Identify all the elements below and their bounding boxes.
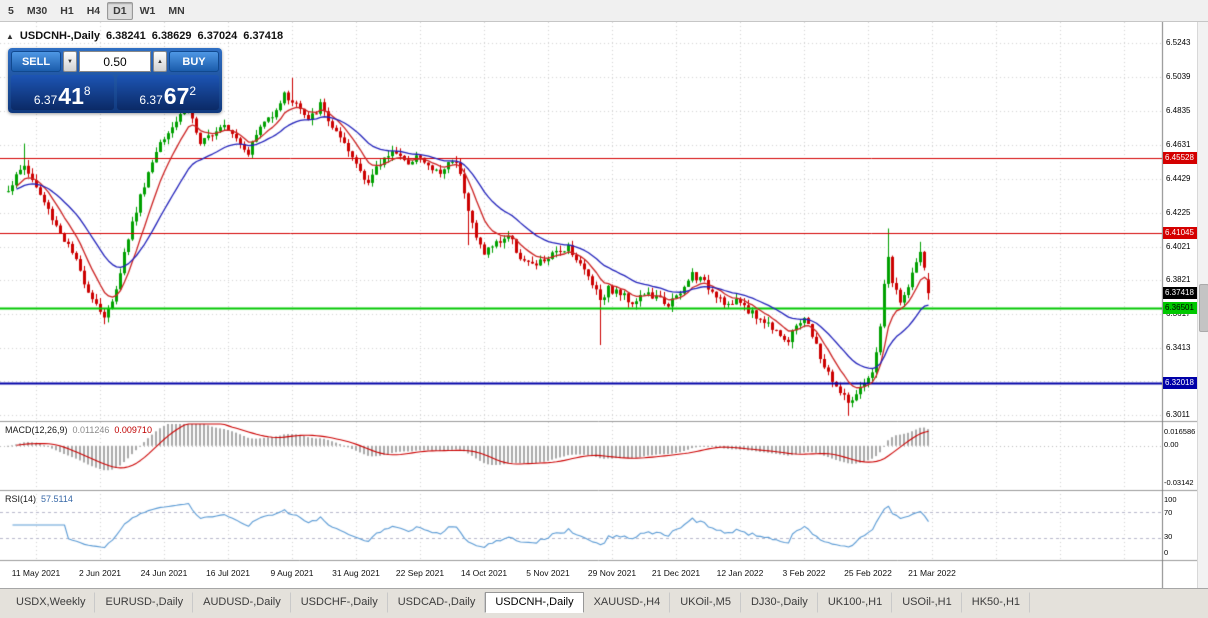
chart-window: ▲ USDCNH-,Daily 6.38241 6.38629 6.37024 … xyxy=(0,22,1197,588)
sell-price-prefix: 6.37 xyxy=(33,93,58,107)
chart-tab-usdchf-daily[interactable]: USDCHF-,Daily xyxy=(291,592,388,613)
chart-tab-eurusd-daily[interactable]: EURUSD-,Daily xyxy=(95,592,194,613)
price-axis-tick: 6.5243 xyxy=(1166,38,1191,48)
price-axis-tick: 6.3011 xyxy=(1166,409,1190,419)
timeframe-button-m30[interactable]: M30 xyxy=(26,4,48,17)
rsi-value: 57.5114 xyxy=(41,494,73,504)
one-click-trading-panel: SELL ▼ ▲ BUY 6.37 41 8 6.37 67 xyxy=(8,48,222,113)
timeframe-button-w1[interactable]: W1 xyxy=(139,4,156,17)
macd-name: MACD(12,26,9) xyxy=(5,425,68,435)
buy-price-display[interactable]: 6.37 67 2 xyxy=(116,75,219,110)
chart-tab-usdcnh-daily[interactable]: USDCNH-,Daily xyxy=(485,592,584,613)
vertical-scrollbar[interactable] xyxy=(1197,22,1208,588)
sell-price-main: 41 xyxy=(58,83,84,109)
price-axis-tick: 6.4835 xyxy=(1166,106,1191,116)
chart-tab-bar: USDX,Weekly EURUSD-,Daily AUDUSD-,Daily USD… xyxy=(0,588,1208,618)
chart-tab-uk100-h1[interactable]: UK100-,H1 xyxy=(818,592,893,613)
low-value: 6.37024 xyxy=(197,30,238,42)
open-value: 6.38241 xyxy=(106,30,146,42)
collapse-panel-icon[interactable]: ▲ xyxy=(6,31,14,41)
timeframe-button-mn[interactable]: MN xyxy=(168,4,185,17)
level-price-badge: 6.32018 xyxy=(1163,377,1197,390)
triangle-up-icon: ▲ xyxy=(157,58,163,65)
macd-scale-zero: 0.00 xyxy=(1164,440,1179,449)
timeframe-toolbar: 5 M30 H1 H4 D1 W1 MN xyxy=(0,0,1208,22)
chart-tab-usoil-h1[interactable]: USOil-,H1 xyxy=(892,592,962,613)
timeframe-button-d1[interactable]: D1 xyxy=(107,1,133,20)
level-price-badge: 6.45528 xyxy=(1163,152,1197,165)
current-price-badge: 6.37418 xyxy=(1163,287,1197,300)
rsi-scale-0: 0 xyxy=(1164,548,1169,557)
rsi-scale-70: 70 xyxy=(1164,508,1173,517)
chart-symbol-period: USDCNH-,Daily xyxy=(19,30,100,42)
lot-increase-button[interactable]: ▲ xyxy=(153,51,167,72)
price-axis-tick: 6.5039 xyxy=(1166,72,1191,82)
buy-price-sup: 2 xyxy=(189,84,197,98)
chart-ohlc-info: ▲ USDCNH-,Daily 6.38241 6.38629 6.37024 … xyxy=(6,30,283,42)
high-value: 6.38629 xyxy=(151,30,192,42)
price-axis-tick: 6.4429 xyxy=(1166,173,1191,183)
timeframe-button-h4[interactable]: H4 xyxy=(86,4,101,17)
price-axis-tick: 6.3413 xyxy=(1166,342,1191,352)
chart-tab-xauusd-h4[interactable]: XAUUSD-,H4 xyxy=(584,592,671,613)
buy-price-prefix: 6.37 xyxy=(139,93,163,107)
sell-price-display[interactable]: 6.37 41 8 xyxy=(11,75,114,110)
trade-price-row: 6.37 41 8 6.37 67 2 xyxy=(11,75,219,110)
triangle-down-icon: ▼ xyxy=(67,58,73,65)
price-axis-tick: 6.4021 xyxy=(1166,241,1191,251)
sell-price-sup: 8 xyxy=(83,84,91,98)
level-price-badge: 6.36501 xyxy=(1163,302,1197,315)
rsi-indicator-label: RSI(14) 57.5114 xyxy=(5,494,73,504)
price-chart-canvas[interactable] xyxy=(0,22,1197,588)
chart-tab-audusd-daily[interactable]: AUDUSD-,Daily xyxy=(193,592,291,613)
sell-button[interactable]: SELL xyxy=(11,51,61,72)
scrollbar-thumb[interactable] xyxy=(1199,284,1208,332)
price-axis: 0.016586 0.00 -0.03142 100 70 30 0 6.524… xyxy=(1163,22,1197,588)
buy-price-main: 67 xyxy=(163,83,190,109)
buy-button[interactable]: BUY xyxy=(169,51,219,72)
macd-value: 0.011246 xyxy=(72,425,110,435)
trade-controls-row: SELL ▼ ▲ BUY xyxy=(11,51,219,72)
rsi-scale-100: 100 xyxy=(1164,495,1177,504)
macd-signal-value: 0.009710 xyxy=(114,425,152,435)
lot-size-input[interactable] xyxy=(79,51,151,72)
macd-scale-min: -0.03142 xyxy=(1164,478,1194,487)
chart-tab-ukoil-m5[interactable]: UKOil-,M5 xyxy=(670,592,741,613)
rsi-scale-30: 30 xyxy=(1164,532,1173,541)
chart-tab-usdcad-daily[interactable]: USDCAD-,Daily xyxy=(388,592,486,613)
timeframe-button-5[interactable]: 5 xyxy=(8,4,14,17)
macd-indicator-label: MACD(12,26,9) 0.011246 0.009710 xyxy=(5,425,152,435)
price-axis-tick: 6.3821 xyxy=(1166,274,1191,284)
lot-decrease-button[interactable]: ▼ xyxy=(63,51,77,72)
level-price-badge: 6.41045 xyxy=(1163,226,1197,239)
timeframe-button-h1[interactable]: H1 xyxy=(60,4,74,17)
close-value: 6.37418 xyxy=(243,30,284,42)
chart-tab-dj30-daily[interactable]: DJ30-,Daily xyxy=(741,592,818,613)
chart-tab-usdx-weekly[interactable]: USDX,Weekly xyxy=(6,592,96,613)
price-axis-tick: 6.4225 xyxy=(1166,207,1191,217)
chart-tab-hk50-h1[interactable]: HK50-,H1 xyxy=(962,592,1031,613)
price-axis-tick: 6.4631 xyxy=(1166,140,1191,150)
macd-scale-max: 0.016586 xyxy=(1164,427,1196,436)
rsi-name: RSI(14) xyxy=(5,494,37,504)
